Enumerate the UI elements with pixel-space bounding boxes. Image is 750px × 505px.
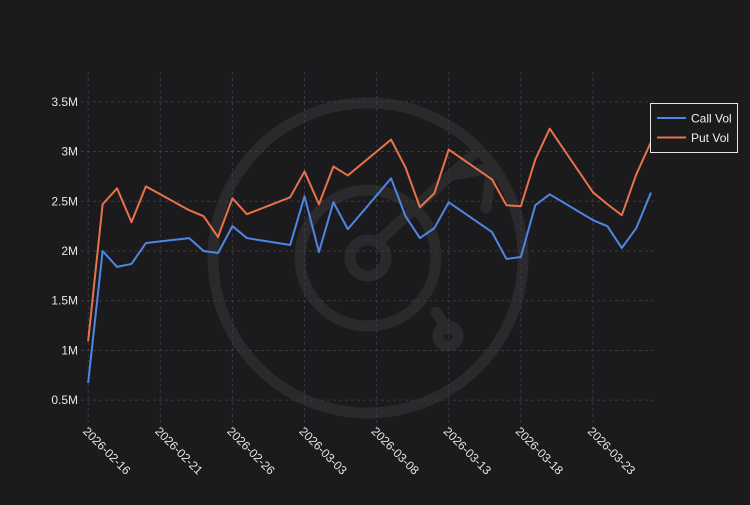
legend-call-label: Call Vol	[691, 112, 732, 126]
y-axis: 0.5M 1M 1.5M 2M 2.5M 3M 3.5M	[51, 95, 78, 407]
y-tick-label: 1M	[61, 343, 78, 357]
legend-box	[650, 103, 738, 153]
y-tick-label: 3M	[61, 145, 78, 159]
legend: Call Vol Put Vol	[650, 103, 738, 153]
watermark-icon	[207, 97, 529, 419]
put-vol-line	[87, 127, 652, 342]
call-vol-line	[87, 177, 652, 384]
y-tick-label: 3.5M	[51, 95, 78, 109]
legend-put-label: Put Vol	[691, 131, 729, 145]
series-lines	[87, 127, 652, 384]
y-tick-label: 1.5M	[51, 294, 78, 308]
y-tick-label: 2.5M	[51, 194, 78, 208]
y-tick-label: 2M	[61, 244, 78, 258]
y-tick-label: 0.5M	[51, 393, 78, 407]
